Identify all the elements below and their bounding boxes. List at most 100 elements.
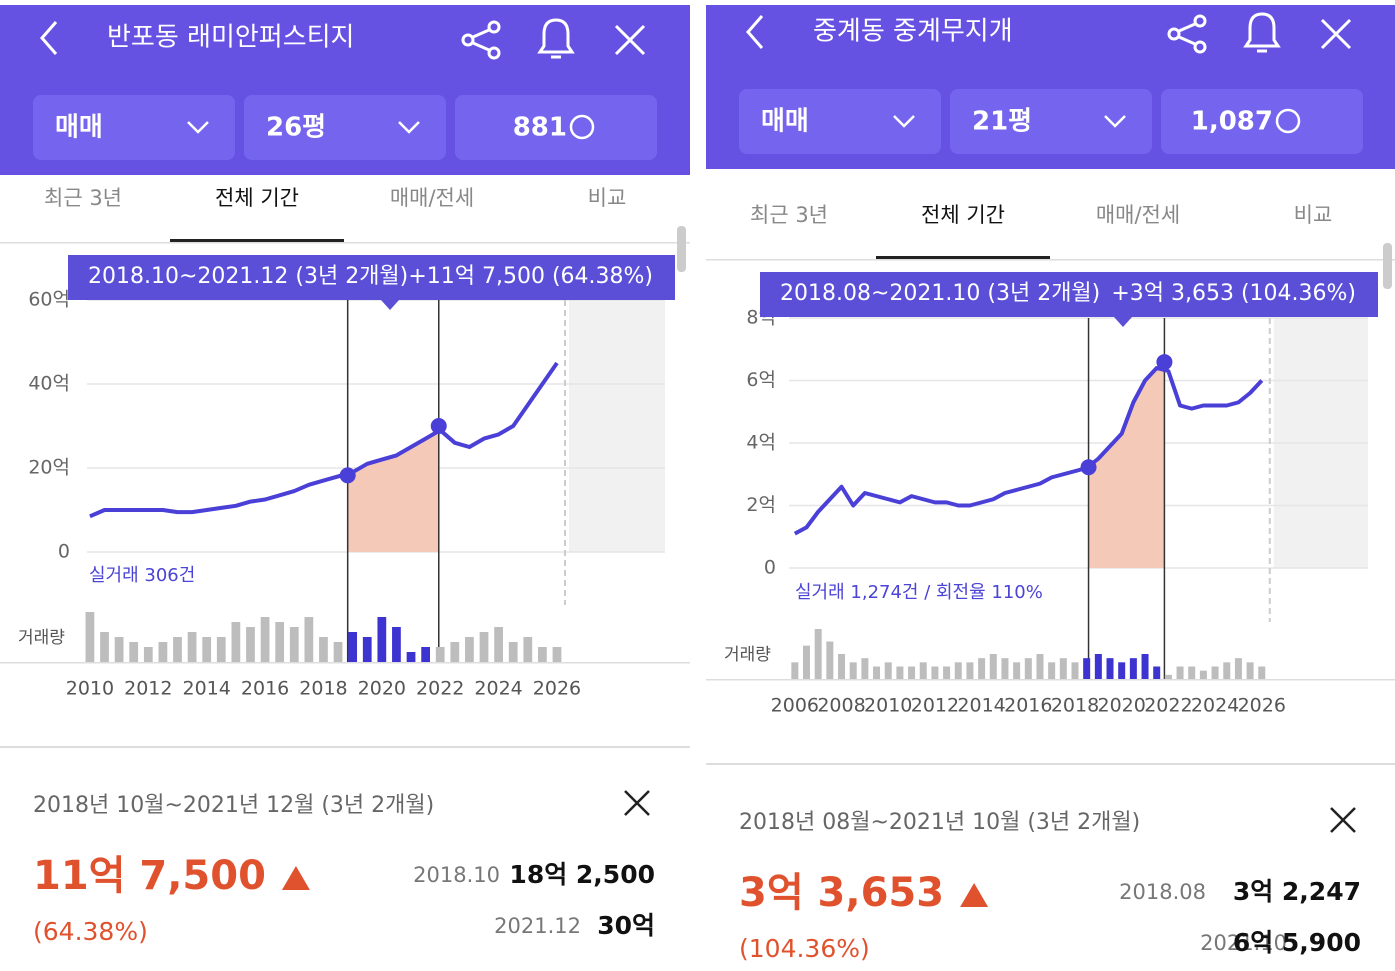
tab[interactable]: 매매/전세 bbox=[390, 186, 474, 210]
share-button[interactable] bbox=[461, 20, 501, 60]
dropdown-arrow bbox=[187, 121, 209, 134]
volume-baseline bbox=[706, 679, 1395, 681]
tooltip-change: +11억 7,500 (64.38%) bbox=[408, 264, 653, 289]
x-tick-label: 2026 bbox=[1238, 695, 1286, 717]
volume-bar bbox=[919, 662, 927, 679]
tooltip-box bbox=[760, 272, 1378, 317]
back-button[interactable] bbox=[40, 21, 58, 55]
volume-bar bbox=[1258, 666, 1266, 679]
volume-bar bbox=[289, 627, 299, 662]
y-tick-label: 6억 bbox=[746, 369, 776, 391]
y-tick-label: 60억 bbox=[28, 289, 70, 311]
share-button[interactable] bbox=[1167, 14, 1207, 54]
volume-bar bbox=[1211, 666, 1219, 679]
volume-bar bbox=[1234, 658, 1242, 679]
tooltip-change: +3억 3,653 (104.36%) bbox=[1111, 281, 1356, 306]
volume-bar bbox=[1036, 654, 1044, 679]
filter-box[interactable] bbox=[739, 89, 941, 154]
x-tick-label: 2018 bbox=[299, 678, 347, 700]
volume-bar bbox=[849, 662, 857, 679]
x-tick-label: 2012 bbox=[124, 678, 172, 700]
volume-bar bbox=[838, 654, 846, 679]
alarm-button[interactable] bbox=[537, 18, 575, 59]
tab[interactable]: 매매/전세 bbox=[1096, 203, 1180, 227]
tab[interactable]: 비교 bbox=[1294, 203, 1333, 227]
comment-count: 881 bbox=[513, 113, 567, 143]
filter-label: 매매 bbox=[761, 107, 809, 137]
volume-bar bbox=[1048, 662, 1056, 679]
volume-bar bbox=[1141, 654, 1149, 679]
volume-bar bbox=[158, 642, 168, 662]
x-tick-label: 2016 bbox=[241, 678, 289, 700]
volume-bar bbox=[100, 632, 109, 662]
volume-bar bbox=[333, 642, 343, 662]
volume-bar bbox=[1013, 662, 1021, 679]
volume-bar bbox=[1246, 662, 1254, 679]
volume-bar bbox=[421, 647, 431, 662]
tab-underline bbox=[170, 239, 344, 242]
x-tick-label: 2014 bbox=[183, 678, 231, 700]
tab[interactable]: 최근 3년 bbox=[44, 186, 122, 210]
volume-bar bbox=[216, 637, 226, 662]
tab[interactable]: 비교 bbox=[588, 186, 627, 210]
x-tick-label: 2024 bbox=[1191, 695, 1239, 717]
tab-divider bbox=[0, 242, 690, 244]
volume-bar bbox=[129, 642, 139, 662]
tab[interactable]: 전체 기간 bbox=[215, 186, 299, 210]
close-button[interactable] bbox=[614, 24, 646, 56]
volume-bar bbox=[479, 632, 489, 662]
volume-bar bbox=[1024, 658, 1032, 679]
volume-bar bbox=[1199, 670, 1207, 679]
volume-bar bbox=[1153, 666, 1161, 679]
volume-bar bbox=[260, 617, 270, 662]
volume-bar bbox=[1106, 658, 1114, 679]
summary-divider bbox=[706, 763, 1395, 765]
summary-close[interactable] bbox=[624, 790, 650, 816]
start-date: 2018.10 bbox=[413, 863, 500, 887]
volume-bar bbox=[989, 654, 997, 679]
x-tick-label: 2008 bbox=[817, 695, 865, 717]
up-triangle bbox=[281, 866, 310, 890]
volume-bar bbox=[908, 666, 916, 679]
filter-box[interactable] bbox=[1161, 89, 1363, 154]
volume-bar bbox=[348, 632, 358, 662]
filter-box[interactable] bbox=[455, 95, 657, 160]
filter-box[interactable] bbox=[33, 95, 235, 160]
back-button[interactable] bbox=[746, 15, 764, 49]
tab[interactable]: 전체 기간 bbox=[921, 203, 1005, 227]
summary-change: 11억 7,500 bbox=[33, 853, 266, 899]
start-price: 18억 2,500 bbox=[509, 860, 655, 889]
summary-change-pct: (64.38%) bbox=[33, 917, 148, 946]
caption: 실거래 1,274건 / 회전율 110% bbox=[795, 582, 1043, 603]
x-tick-label: 2014 bbox=[957, 695, 1005, 717]
alarm-button[interactable] bbox=[1243, 12, 1281, 53]
volume-bar bbox=[377, 617, 387, 662]
x-tick-label: 2026 bbox=[533, 678, 581, 700]
volume-bar bbox=[826, 641, 834, 679]
x-tick-label: 2010 bbox=[66, 678, 114, 700]
x-tick-label: 2024 bbox=[474, 678, 522, 700]
end-price: 6억 5,900 bbox=[1233, 928, 1361, 957]
close-button[interactable] bbox=[1320, 18, 1352, 50]
volume-baseline bbox=[0, 662, 690, 664]
volume-bar bbox=[1059, 658, 1067, 679]
volume-bar bbox=[1164, 674, 1172, 679]
start-price: 3억 2,247 bbox=[1233, 877, 1361, 906]
title: 중계동 중계무지개 bbox=[813, 17, 1013, 47]
summary-period: 2018년 10월~2021년 12월 (3년 2개월) bbox=[33, 793, 434, 818]
filter-box[interactable] bbox=[244, 95, 446, 160]
summary-period: 2018년 08월~2021년 10월 (3년 2개월) bbox=[739, 810, 1140, 835]
y-tick-label: 0 bbox=[58, 541, 70, 563]
x-tick-label: 2018 bbox=[1051, 695, 1099, 717]
y-tick-label: 40억 bbox=[28, 373, 70, 395]
tab[interactable]: 최근 3년 bbox=[750, 203, 828, 227]
price-line bbox=[793, 366, 1264, 536]
volume-bar bbox=[1001, 658, 1009, 679]
scrollbar bbox=[677, 226, 686, 272]
scrollbar bbox=[1383, 243, 1392, 289]
summary-close[interactable] bbox=[1330, 807, 1356, 833]
volume-bar bbox=[1118, 662, 1126, 679]
volume-bar bbox=[450, 642, 460, 662]
y-tick-label: 0 bbox=[764, 557, 776, 579]
filter-box[interactable] bbox=[950, 89, 1152, 154]
